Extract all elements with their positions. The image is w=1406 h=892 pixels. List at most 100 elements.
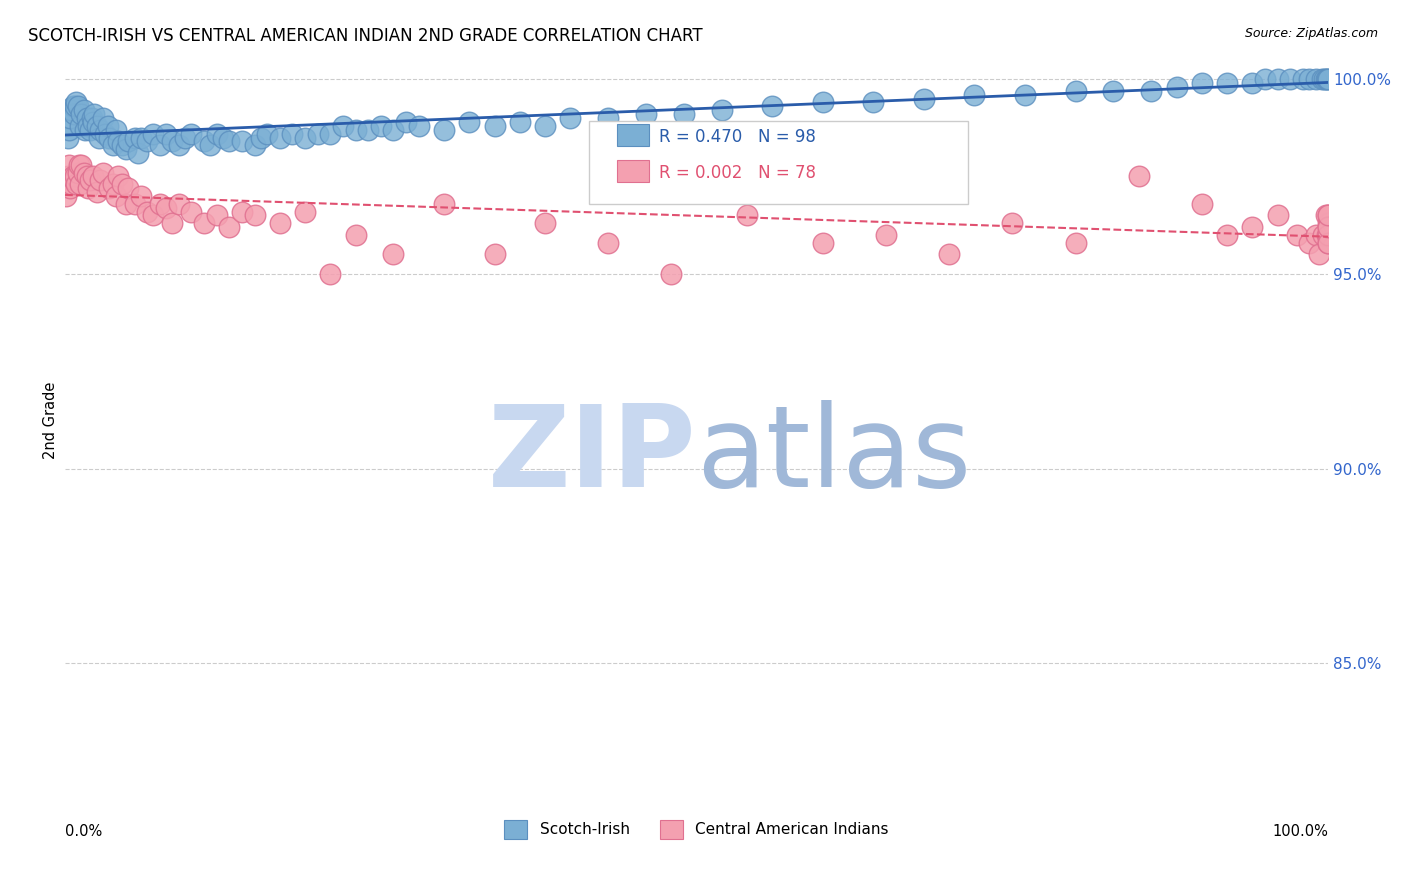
Point (484, 247, 506, 261)
Point (1064, 235, 1087, 250)
Point (862, 95, 884, 110)
Point (357, 122, 380, 136)
Point (75, 122, 97, 136)
Point (534, 119, 557, 133)
Point (111, 138, 134, 153)
Point (1305, 227, 1327, 242)
Point (1267, 72, 1289, 87)
Point (598, 235, 620, 250)
Point (1191, 196, 1213, 211)
Point (205, 127, 228, 141)
Point (76, 169, 98, 184)
Point (1312, 227, 1334, 242)
Point (1316, 227, 1339, 242)
Point (1317, 235, 1340, 250)
Point (1166, 79, 1188, 94)
Point (1241, 220, 1264, 235)
Point (332, 119, 354, 133)
Point (1216, 227, 1239, 242)
Point (142, 127, 165, 141)
Point (104, 122, 127, 136)
Point (250, 130, 273, 145)
Point (111, 178, 134, 192)
Point (56, 169, 79, 184)
Point (1279, 72, 1302, 87)
Point (69, 178, 91, 192)
Point (231, 204, 253, 219)
Point (344, 122, 367, 136)
Point (86, 185, 108, 199)
Point (735, 209, 758, 223)
Point (307, 127, 329, 141)
Point (63, 99, 86, 113)
Point (1316, 72, 1339, 87)
Point (104, 189, 127, 203)
Point (1317, 209, 1340, 223)
Point (1317, 209, 1340, 223)
Point (1267, 209, 1289, 223)
Point (672, 107, 695, 121)
Point (212, 130, 235, 145)
Point (382, 122, 405, 136)
Point (1285, 227, 1308, 242)
Point (73, 165, 96, 179)
Point (91, 165, 114, 179)
Point (319, 127, 342, 141)
Point (1315, 209, 1337, 223)
Point (1317, 72, 1340, 87)
Point (70, 107, 93, 121)
Point (458, 115, 481, 129)
Point (117, 181, 139, 195)
Point (193, 135, 215, 149)
Point (1014, 87, 1036, 102)
Point (167, 138, 190, 153)
Point (65, 95, 87, 110)
Point (63, 169, 86, 184)
Point (162, 216, 184, 230)
Point (710, 103, 733, 118)
Point (370, 119, 392, 133)
Point (66, 99, 89, 113)
Point (811, 95, 834, 110)
Point (174, 130, 197, 145)
Point (89, 130, 111, 145)
Point (1001, 216, 1024, 230)
Point (243, 209, 266, 223)
Point (73, 103, 96, 118)
Point (1305, 72, 1327, 87)
Point (162, 135, 184, 149)
Point (89, 173, 111, 187)
Point (124, 196, 146, 211)
Point (69, 119, 91, 133)
Point (1310, 72, 1333, 87)
Point (218, 220, 240, 235)
Point (875, 227, 897, 242)
Point (60, 103, 83, 118)
Point (76, 111, 98, 125)
Text: ZIP: ZIP (488, 401, 696, 511)
FancyBboxPatch shape (589, 120, 969, 203)
Point (1298, 235, 1320, 250)
Point (62, 99, 84, 113)
Point (117, 135, 139, 149)
Point (58, 122, 80, 136)
Point (1308, 247, 1330, 261)
Point (58, 158, 80, 172)
Point (124, 130, 146, 145)
Point (205, 209, 228, 223)
Point (76, 119, 98, 133)
Point (1216, 76, 1239, 90)
Point (101, 178, 124, 192)
Point (89, 122, 111, 136)
Point (938, 247, 960, 261)
Point (114, 196, 136, 211)
Point (269, 216, 291, 230)
Point (80, 111, 103, 125)
Point (534, 216, 557, 230)
Point (243, 138, 266, 153)
Point (1191, 76, 1213, 90)
Point (167, 196, 190, 211)
Point (107, 135, 129, 149)
Point (127, 146, 149, 161)
Point (912, 91, 935, 105)
